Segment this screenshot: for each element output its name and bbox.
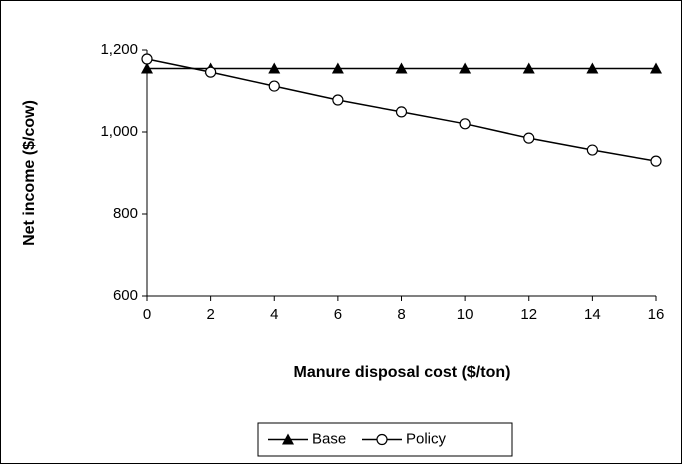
x-tick-label: 8	[397, 306, 405, 323]
data-point	[523, 132, 535, 144]
x-tick-label: 14	[584, 306, 601, 323]
x-tick-label: 0	[143, 306, 151, 323]
data-point	[205, 66, 217, 78]
data-point	[141, 53, 153, 65]
data-point	[395, 106, 408, 118]
data-point	[522, 62, 535, 74]
legend-label: Base	[312, 430, 346, 447]
data-point	[268, 62, 281, 74]
y-tick-label: 800	[113, 205, 138, 222]
x-tick-label: 4	[270, 306, 278, 323]
x-tick-label: 16	[648, 306, 665, 323]
data-point	[586, 144, 598, 156]
y-tick-label: 1,000	[100, 123, 138, 140]
y-tick-label: 600	[113, 287, 138, 304]
data-point	[459, 118, 471, 130]
data-point	[268, 80, 280, 92]
x-tick-label: 12	[520, 306, 537, 323]
data-point	[395, 62, 408, 74]
x-axis-label: Manure disposal cost ($/ton)	[294, 364, 511, 381]
y-axis-label: Net income ($/cow)	[21, 100, 38, 246]
data-point	[141, 62, 153, 74]
legend-label: Policy	[406, 430, 447, 447]
data-point	[331, 62, 344, 74]
legend-marker	[376, 433, 388, 446]
data-point	[650, 62, 662, 74]
data-point	[459, 62, 472, 74]
y-tick-label: 1,200	[100, 41, 138, 58]
data-point	[332, 94, 344, 106]
x-tick-label: 6	[334, 306, 342, 323]
data-point	[586, 62, 599, 74]
legend-marker	[282, 433, 294, 445]
x-tick-label: 2	[206, 306, 214, 323]
data-point	[650, 155, 662, 167]
x-tick-label: 10	[457, 306, 474, 323]
